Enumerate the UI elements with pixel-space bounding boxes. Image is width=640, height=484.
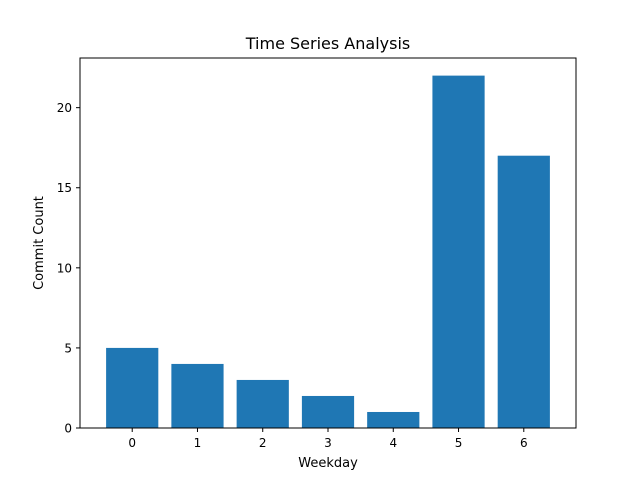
bar-3 <box>301 395 355 428</box>
bar-0 <box>106 347 159 428</box>
x-ticks: 0 1 2 3 4 5 6 <box>128 428 528 450</box>
y-tick-label: 20 <box>57 101 72 115</box>
x-tick-label: 6 <box>520 436 528 450</box>
bar-6 <box>497 155 550 428</box>
y-tick-label: 10 <box>57 261 72 275</box>
bar-1 <box>171 363 224 428</box>
x-tick-label: 4 <box>389 436 397 450</box>
y-tick-label: 5 <box>64 341 72 355</box>
bar-5 <box>432 75 485 428</box>
y-tick-label: 0 <box>64 422 72 436</box>
x-tick-label: 5 <box>455 436 463 450</box>
chart-title: Time Series Analysis <box>245 34 410 53</box>
y-tick-label: 15 <box>57 181 72 195</box>
plot-frame <box>79 57 577 429</box>
x-tick-label: 1 <box>194 436 202 450</box>
y-ticks: 0 5 10 15 20 <box>57 101 80 436</box>
y-axis-label: Commit Count <box>32 196 47 290</box>
bars-layer <box>106 75 550 428</box>
bar-2 <box>236 379 289 428</box>
x-tick-label: 0 <box>128 436 136 450</box>
x-tick-label: 3 <box>324 436 332 450</box>
x-tick-label: 2 <box>259 436 267 450</box>
x-axis-label: Weekday <box>298 456 358 471</box>
bar-4 <box>367 411 420 428</box>
